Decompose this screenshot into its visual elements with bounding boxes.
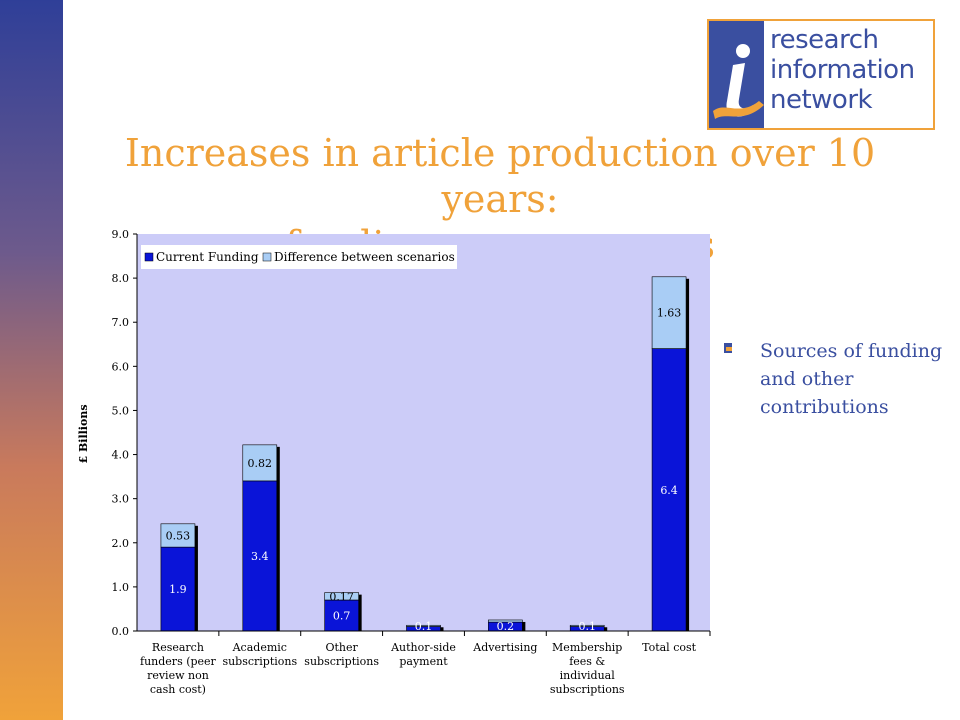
x-category-label: subscriptions xyxy=(304,655,379,668)
x-category-label: Research xyxy=(152,641,204,654)
x-category-label: funders (peer xyxy=(140,655,217,668)
x-category-label: Advertising xyxy=(472,641,537,654)
data-label-difference: 0.82 xyxy=(248,457,272,470)
title-line-1: Increases in article production over 10 … xyxy=(124,131,876,221)
x-category-label: subscriptions xyxy=(550,683,625,696)
x-category-label: subscriptions xyxy=(222,655,297,668)
y-tick-label: 3.0 xyxy=(112,493,130,506)
rin-logo: research information network xyxy=(707,19,935,130)
y-axis-label: £ Billions xyxy=(77,404,90,463)
y-tick-label: 4.0 xyxy=(112,449,130,462)
logo-i-mark xyxy=(709,21,764,128)
y-tick-label: 7.0 xyxy=(112,316,130,329)
bullet-icon xyxy=(724,343,732,353)
data-label-current: 3.4 xyxy=(251,550,268,563)
legend-swatch-difference xyxy=(262,252,272,262)
data-label-current: 0.7 xyxy=(333,610,351,623)
sources-note-text: Sources of funding and other contributio… xyxy=(760,340,943,418)
data-label-difference: 1.63 xyxy=(657,307,682,320)
legend-box xyxy=(141,245,457,269)
bar-current-funding xyxy=(324,599,359,632)
y-tick-label: 2.0 xyxy=(112,537,130,550)
x-category-label: Other xyxy=(325,641,358,654)
legend-swatch-current xyxy=(144,252,154,262)
y-tick-label: 6.0 xyxy=(112,360,130,373)
legend-label-difference: Difference between scenarios xyxy=(274,250,455,264)
bar-difference xyxy=(242,444,278,482)
logo-line-2: information xyxy=(770,55,915,85)
data-label-difference: 0.53 xyxy=(166,529,191,542)
y-tick-label: 0.0 xyxy=(112,625,130,638)
bar-current-funding xyxy=(651,348,687,632)
data-label-current: 6.4 xyxy=(660,484,678,497)
y-tick-label: 8.0 xyxy=(112,272,130,285)
data-label-current: 0.1 xyxy=(415,620,433,633)
bar-current-funding xyxy=(242,480,278,632)
x-category-label: Academic xyxy=(232,641,287,654)
logo-line-1: research xyxy=(770,25,879,55)
bar-difference xyxy=(651,276,687,349)
x-category-label: cash cost) xyxy=(150,683,206,696)
left-gradient-bar xyxy=(0,0,63,720)
y-tick-label: 5.0 xyxy=(112,404,130,417)
data-label-current: 1.9 xyxy=(169,583,187,596)
x-category-label: Author-side xyxy=(390,641,456,654)
y-tick-label: 9.0 xyxy=(112,228,130,241)
x-category-label: individual xyxy=(560,669,616,682)
data-label-current: 0.2 xyxy=(497,620,515,633)
data-label-difference: 0.17 xyxy=(329,590,354,603)
plot-area xyxy=(137,234,710,631)
funding-bar-chart: 0.0 1.0 2.0 3.0 4.0 5.0 6.0 7.0 8.0 9.0 1.9 0.53 3.… xyxy=(77,228,711,696)
sources-note: Sources of funding and other contributio… xyxy=(724,337,960,421)
x-category-label: Membership xyxy=(552,641,622,654)
legend-label-current: Current Funding xyxy=(156,250,259,264)
y-tick-label: 1.0 xyxy=(112,581,130,594)
x-category-label: review non xyxy=(147,669,209,682)
data-label-current: 0.1 xyxy=(578,620,596,633)
logo-line-3: network xyxy=(770,85,873,115)
x-category-label: payment xyxy=(399,655,448,668)
x-category-label: Total cost xyxy=(642,641,697,654)
x-category-label: fees & xyxy=(569,655,605,668)
